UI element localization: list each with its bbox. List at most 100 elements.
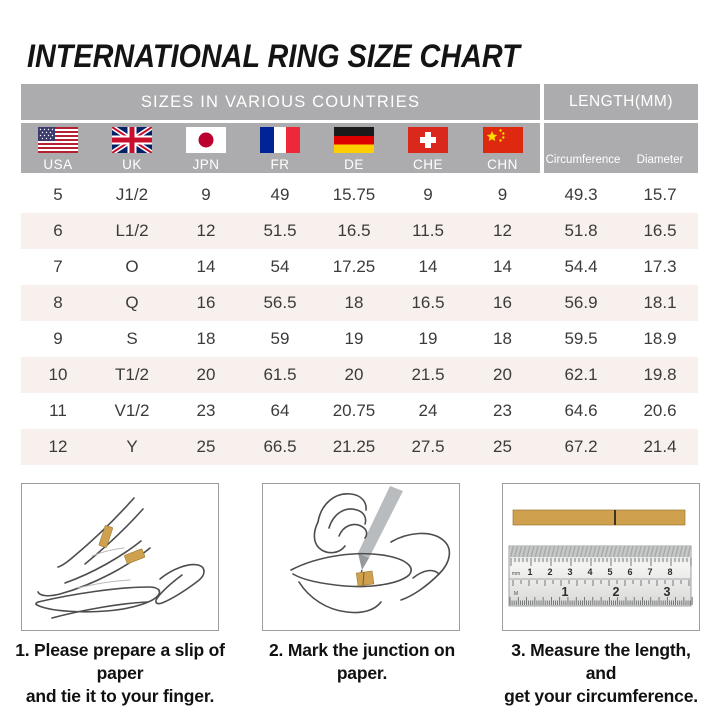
country-label: UK [122,157,142,172]
table-row: 7 O 14 54 17.25 14 14 54.4 17.3 [21,249,698,285]
size-cell: 62.1 [564,365,598,384]
ruler-number: 3 [664,585,671,599]
size-cell: 11 [49,401,67,420]
uk-flag-icon [112,127,152,153]
caption-line: and tie it to your finger. [25,686,215,706]
size-cell: 67.2 [564,437,598,456]
pen-marking-paper-icon [290,486,451,614]
size-cell: 9 [53,329,63,348]
size-cell: 21.4 [643,437,677,456]
size-cell: 17.3 [643,257,677,276]
size-cell: 66.5 [263,437,297,456]
step-caption-2: 2. Mark the junction on paper. [252,639,472,685]
column-header-chn: CHN [465,123,540,173]
ruler-mm-unit-label: mm [512,571,520,577]
table-row: 11 V1/2 23 64 20.75 24 23 64.6 20.6 [21,393,698,429]
size-cell: 54.4 [564,257,598,276]
size-cell: 16 [196,293,216,312]
ruler-inch-scale: M 1 2 3 [509,580,693,605]
size-cell: 16.5 [411,293,445,312]
ruler-number: 3 [567,567,572,577]
size-cell: 10 [48,365,68,384]
size-cell: 56.9 [564,293,598,312]
size-cell: 59 [270,329,290,348]
ruler-number: 5 [607,567,612,577]
size-cell: 64.6 [564,401,598,420]
size-cell: 6 [53,221,63,240]
size-cell: 19 [418,329,438,348]
size-cell: 25 [493,437,512,456]
size-cell: 18 [196,329,216,348]
ruler-number: 7 [647,567,652,577]
size-cell: 18.1 [643,293,677,312]
caption-line: 2. Mark the junction on paper. [269,640,455,683]
size-cell: 20 [493,365,512,384]
ruler-number: 2 [547,567,552,577]
column-header-uk: UK [95,123,169,173]
paper-strip [512,509,686,526]
country-label: JPN [192,157,220,172]
column-header-jpn: JPN [169,123,243,173]
size-cell: 23 [493,401,512,420]
ruler-number: 1 [562,585,569,599]
length-group-header: LENGTH(MM) [544,84,698,120]
ruler-number: 2 [613,585,620,599]
size-cell: 49 [270,185,290,204]
size-cell: 64 [270,401,290,420]
column-header-fr: FR [243,123,317,173]
column-header-usa: USA [21,123,95,173]
size-cell: 20 [196,365,216,384]
country-label: DE [344,157,364,172]
size-cell: V1/2 [114,401,150,420]
caption-line: 1. Please prepare a slip of paper [15,640,225,683]
country-label: USA [43,157,73,172]
size-table-body: 5 J1/2 9 49 15.75 9 9 49.3 15.7 6 L1/2 12 51.5 16.5 11… [21,177,698,465]
circumference-column-header: Circumference [545,154,621,166]
size-cell: 9 [201,185,211,204]
size-cell: 15.7 [643,185,677,204]
size-cell: 59.5 [564,329,598,348]
diameter-column-header: Diameter [636,154,684,166]
size-cell: 18.9 [643,329,677,348]
caption-line: get your circumference. [504,686,698,706]
size-cell: 14 [196,257,216,276]
step-caption-1: 1. Please prepare a slip of paper and ti… [8,639,232,708]
size-cell: 61.5 [263,365,297,384]
ruler-number: 1 [527,567,532,577]
size-cell: 21.5 [411,365,445,384]
size-cell: Q [125,293,139,312]
france-flag-icon [260,127,300,153]
size-cell: J1/2 [115,185,149,204]
hand-with-paper-slip-icon [35,497,205,619]
step-box-2 [262,483,460,631]
size-cell: 7 [53,257,63,276]
size-cell: 18 [344,293,364,312]
size-cell: 15.75 [332,185,376,204]
size-cell: 16 [493,293,512,312]
switzerland-flag-icon [408,127,448,153]
ruler-inch-unit-label: M [514,591,518,597]
size-cell: 12 [48,437,68,456]
size-cell: T1/2 [114,365,150,384]
size-cell: 8 [53,293,63,312]
ruler-number: 6 [627,567,632,577]
size-cell: 54 [270,257,290,276]
germany-flag-icon [334,127,374,153]
japan-flag-icon [186,127,226,153]
column-header-de: DE [317,123,391,173]
size-cell: 16.5 [337,221,371,240]
step-caption-3: 3. Measure the length, and get your circ… [494,639,708,708]
size-cell: L1/2 [115,221,149,240]
column-header-che: CHE [391,123,465,173]
size-cell: 5 [53,185,63,204]
size-cell: 17.25 [332,257,376,276]
size-cell: 51.8 [564,221,598,240]
table-row: 5 J1/2 9 49 15.75 9 9 49.3 15.7 [21,177,698,213]
size-cell: 19 [344,329,364,348]
size-cell: 14 [493,257,512,276]
size-cell: 18 [493,329,512,348]
size-cell: 24 [418,401,438,420]
size-cell: 9 [497,185,508,204]
